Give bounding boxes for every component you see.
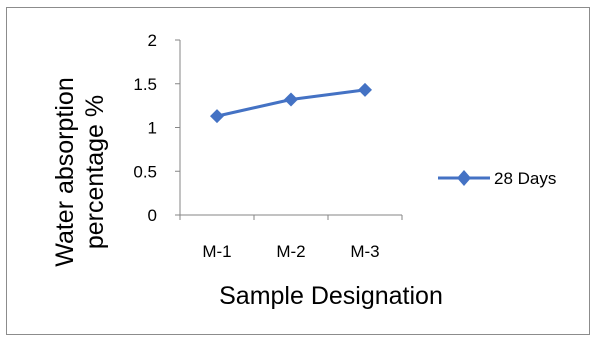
legend-diamond-icon <box>457 170 471 186</box>
data-point-marker <box>210 109 224 124</box>
x-category-label: M-2 <box>276 242 305 261</box>
chart-frame <box>6 7 590 335</box>
y-ticks: 0 0.5 1 1.5 2 <box>133 31 180 225</box>
y-axis-title-line-2: percentage % <box>81 95 109 249</box>
legend-label: 28 Days <box>494 169 556 188</box>
series-28-days <box>210 82 372 124</box>
x-category-label: M-1 <box>202 242 231 261</box>
x-category-label: M-3 <box>350 242 379 261</box>
y-axis-title-line-1: Water absorption <box>51 77 79 266</box>
y-tick-label: 2 <box>148 31 157 50</box>
data-point-marker <box>358 82 372 97</box>
y-tick-label: 1.5 <box>133 75 157 94</box>
y-tick-label: 0 <box>148 206 157 225</box>
data-point-marker <box>284 92 298 107</box>
x-axis-title: Sample Designation <box>219 282 443 310</box>
legend: 28 Days <box>438 169 556 188</box>
x-categories: M-1 M-2 M-3 <box>179 215 403 261</box>
y-tick-label: 0.5 <box>133 162 157 181</box>
y-tick-label: 1 <box>148 119 157 138</box>
